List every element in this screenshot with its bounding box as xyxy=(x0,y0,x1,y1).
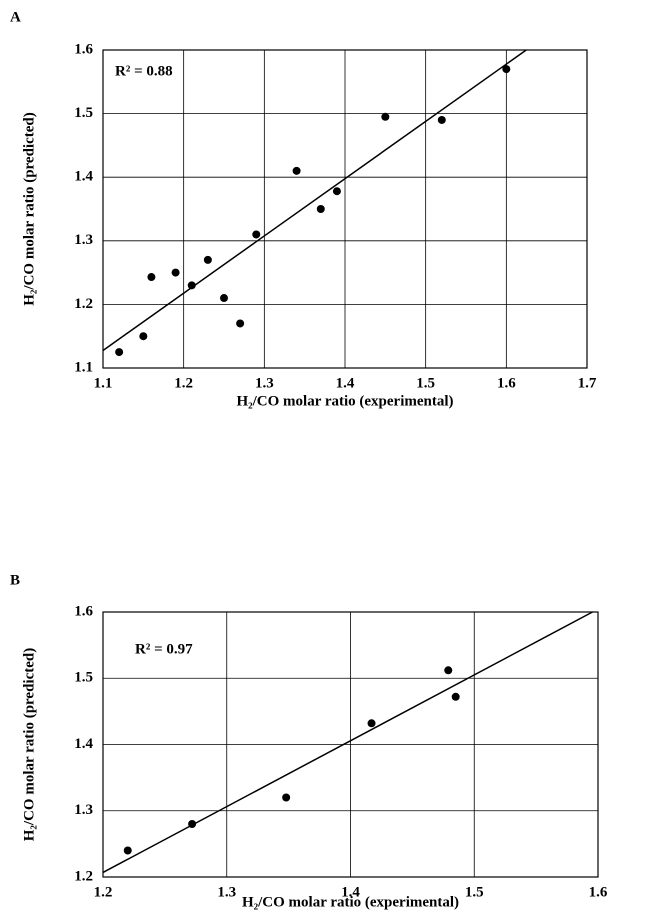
y-tick-label: 1.6 xyxy=(74,603,93,619)
y-tick-label: 1.5 xyxy=(74,105,93,121)
y-tick-label: 1.1 xyxy=(74,359,93,375)
x-tick-label: 1.6 xyxy=(497,375,516,391)
data-point xyxy=(444,666,453,675)
data-point xyxy=(332,187,341,196)
x-tick-label: 1.4 xyxy=(341,884,360,900)
y-axis-label: H₂/CO molar ratio (predicted) xyxy=(21,648,37,842)
data-point xyxy=(171,268,180,277)
annotation: R² = 0.97 xyxy=(135,641,193,657)
data-point xyxy=(292,166,301,175)
x-tick-label: 1.1 xyxy=(94,375,113,391)
x-axis-label: H₂/CO molar ratio (experimental) xyxy=(242,894,459,910)
data-point xyxy=(252,230,261,239)
x-tick-label: 1.3 xyxy=(255,375,274,391)
y-tick-label: 1.4 xyxy=(74,169,93,185)
data-point xyxy=(502,65,511,74)
x-tick-label: 1.4 xyxy=(336,375,355,391)
y-tick-label: 1.3 xyxy=(74,232,93,248)
data-point xyxy=(381,112,390,121)
x-tick-label: 1.2 xyxy=(94,884,113,900)
x-tick-label: 1.3 xyxy=(217,884,236,900)
data-point xyxy=(437,115,446,124)
data-point xyxy=(316,205,325,213)
plot-frame xyxy=(102,49,588,369)
plot-frame xyxy=(102,611,599,878)
data-point xyxy=(188,820,197,828)
panel-label: A xyxy=(10,9,21,25)
panel-label: B xyxy=(10,572,20,588)
y-axis-label: H₂/CO molar ratio (predicted) xyxy=(21,112,37,306)
y-tick-label: 1.3 xyxy=(74,802,93,818)
data-point xyxy=(236,319,245,328)
data-point xyxy=(203,255,212,264)
x-tick-label: 1.5 xyxy=(465,884,484,900)
annotation: R² = 0.88 xyxy=(115,63,173,79)
x-tick-label: 1.2 xyxy=(174,375,193,391)
y-tick-label: 1.2 xyxy=(74,296,93,312)
trend-line xyxy=(102,49,527,352)
data-point xyxy=(187,281,196,290)
y-tick-label: 1.4 xyxy=(74,736,93,752)
x-tick-label: 1.5 xyxy=(416,375,435,391)
x-tick-label: 1.7 xyxy=(578,375,597,391)
data-point xyxy=(451,692,460,701)
trend-line xyxy=(102,611,593,874)
x-axis-label: H₂/CO molar ratio (experimental) xyxy=(236,393,453,409)
y-tick-label: 1.2 xyxy=(74,868,93,884)
data-point xyxy=(123,846,132,855)
data-point xyxy=(115,348,124,357)
y-tick-label: 1.5 xyxy=(74,670,93,686)
x-tick-label: 1.6 xyxy=(589,884,608,900)
data-point xyxy=(282,793,291,802)
data-point xyxy=(367,719,376,728)
data-point xyxy=(147,273,156,282)
data-point xyxy=(139,332,148,341)
y-tick-label: 1.6 xyxy=(74,41,93,57)
data-point xyxy=(220,294,228,303)
